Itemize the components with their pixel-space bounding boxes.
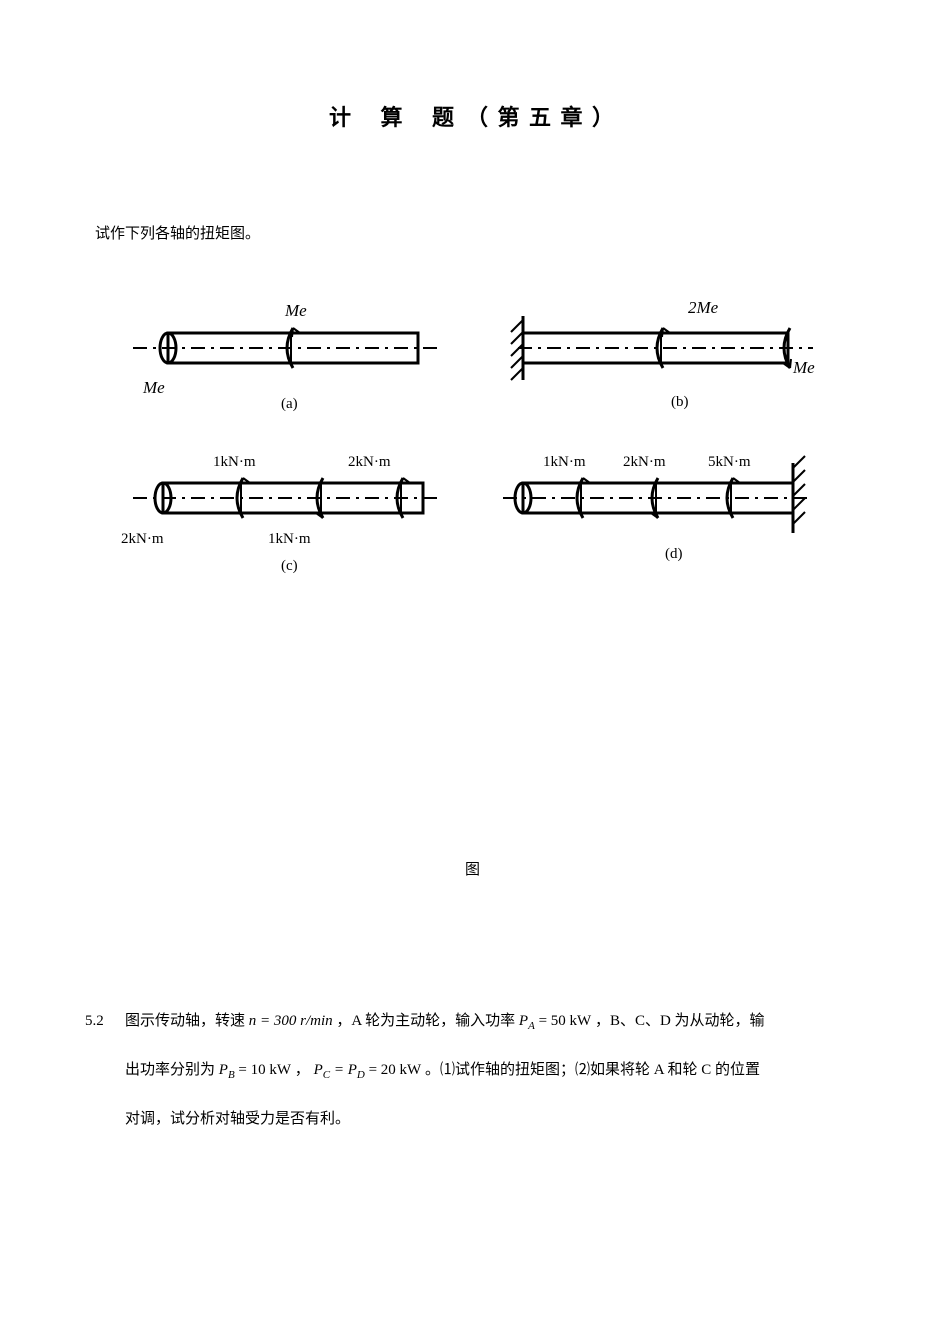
label-b-top: 2Me: [688, 298, 719, 317]
diagram-b: 2Me Me (b): [511, 298, 815, 410]
intro-text: 试作下列各轴的扭矩图。: [95, 222, 860, 243]
figure-caption: 图: [85, 858, 860, 879]
problem-body: 图示传动轴，转速 n = 300 r/min ，A 轮为主动轮，输入功率 PA …: [125, 999, 860, 1048]
pa-r: = 50 kW: [535, 1013, 591, 1029]
caption-b: (b): [671, 394, 689, 410]
title-chapter: （ 第 五 章 ）: [466, 105, 616, 130]
eq-n-txt: n = 300 r/min: [249, 1013, 333, 1029]
shaft-diagrams: .s { stroke:#000; fill:none; } .sw3 { st…: [113, 298, 833, 578]
t1: 图示传动轴，转速: [125, 1013, 249, 1029]
pd-s: D: [357, 1069, 365, 1081]
t5: ，: [295, 1062, 314, 1078]
pc-s: C: [323, 1069, 330, 1081]
t4: 出功率分别为: [125, 1062, 219, 1078]
pc-l: P: [314, 1062, 323, 1078]
t6: 。⑴试作轴的扭矩图；⑵如果将轮 A 和轮 C 的位置: [425, 1062, 760, 1078]
label-c-bm: 1kN·m: [268, 531, 311, 547]
problem-5-2-line3: 对调，试分析对轴受力是否有利。: [85, 1097, 860, 1141]
figure-panel: .s { stroke:#000; fill:none; } .sw3 { st…: [85, 298, 860, 578]
label-a-left: Me: [142, 378, 165, 397]
pb-s: B: [228, 1069, 235, 1081]
title-prefix: 计 算 题: [329, 105, 466, 130]
label-c-bl: 2kN·m: [121, 531, 164, 547]
t7: 对调，试分析对轴受力是否有利。: [125, 1111, 350, 1127]
caption-a: (a): [281, 396, 298, 412]
eq-PB: PB = 10 kW: [219, 1062, 291, 1078]
label-d-t3: 5kN·m: [708, 454, 751, 470]
problem-5-2: 5.2 图示传动轴，转速 n = 300 r/min ，A 轮为主动轮，输入功率…: [85, 999, 860, 1048]
label-a-top: Me: [284, 301, 307, 320]
eq-n: n = 300 r/min: [249, 1013, 333, 1029]
diagram-d: 1kN·m 2kN·m 5kN·m (d): [503, 454, 808, 562]
t3: ，B、C、D 为从动轮，输: [595, 1013, 765, 1029]
pa-s: A: [528, 1020, 535, 1032]
problem-5-2-line2: 出功率分别为 PB = 10 kW ， PC = PD = 20 kW 。⑴试作…: [85, 1048, 860, 1097]
caption-d: (d): [665, 546, 683, 562]
t2: ，A 轮为主动轮，输入功率: [336, 1013, 519, 1029]
label-b-right: Me: [792, 358, 815, 377]
pb-r: = 10 kW: [235, 1062, 291, 1078]
label-d-t2: 2kN·m: [623, 454, 666, 470]
pa-l: P: [519, 1013, 528, 1029]
label-c-t1: 1kN·m: [213, 454, 256, 470]
label-d-t1: 1kN·m: [543, 454, 586, 470]
problem-index: 5.2: [85, 999, 125, 1043]
eq-PCPD: PC = PD = 20 kW: [314, 1062, 422, 1078]
diagram-a: Me Me (a): [133, 301, 443, 412]
pc-r: = P: [330, 1062, 357, 1078]
problem-body-3: 对调，试分析对轴受力是否有利。: [125, 1097, 860, 1141]
pb-l: P: [219, 1062, 228, 1078]
label-c-t2: 2kN·m: [348, 454, 391, 470]
pd-r: = 20 kW: [365, 1062, 421, 1078]
page-title: 计 算 题（ 第 五 章 ）: [85, 100, 860, 132]
diagram-c: 1kN·m 2kN·m 2kN·m 1kN·m (c): [121, 454, 443, 574]
caption-c: (c): [281, 558, 298, 574]
problem-body-2: 出功率分别为 PB = 10 kW ， PC = PD = 20 kW 。⑴试作…: [125, 1048, 860, 1097]
eq-PA: PA = 50 kW: [519, 1013, 591, 1029]
